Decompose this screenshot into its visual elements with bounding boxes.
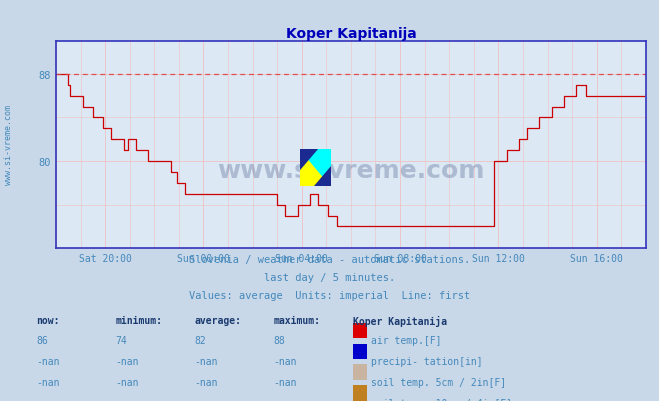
Polygon shape bbox=[314, 166, 331, 186]
Text: www.si-vreme.com: www.si-vreme.com bbox=[217, 158, 484, 182]
Text: 86: 86 bbox=[36, 336, 48, 346]
Text: maximum:: maximum: bbox=[273, 315, 320, 325]
Text: 88: 88 bbox=[273, 336, 285, 346]
Text: -nan: -nan bbox=[115, 356, 139, 367]
Text: precipi- tation[in]: precipi- tation[in] bbox=[371, 356, 482, 367]
Text: 82: 82 bbox=[194, 336, 206, 346]
Text: -nan: -nan bbox=[36, 377, 60, 387]
Title: Koper Kapitanija: Koper Kapitanija bbox=[285, 27, 416, 41]
Text: -nan: -nan bbox=[273, 398, 297, 401]
Text: soil temp. 5cm / 2in[F]: soil temp. 5cm / 2in[F] bbox=[371, 377, 506, 387]
Text: -nan: -nan bbox=[194, 377, 218, 387]
Text: last day / 5 minutes.: last day / 5 minutes. bbox=[264, 273, 395, 283]
Text: -nan: -nan bbox=[194, 356, 218, 367]
Text: minimum:: minimum: bbox=[115, 315, 162, 325]
Polygon shape bbox=[300, 150, 317, 170]
Text: air temp.[F]: air temp.[F] bbox=[371, 336, 442, 346]
Text: -nan: -nan bbox=[273, 356, 297, 367]
Text: average:: average: bbox=[194, 315, 241, 325]
Text: now:: now: bbox=[36, 315, 60, 325]
Text: -nan: -nan bbox=[36, 356, 60, 367]
Text: Values: average  Units: imperial  Line: first: Values: average Units: imperial Line: fi… bbox=[189, 291, 470, 301]
Text: -nan: -nan bbox=[194, 398, 218, 401]
Text: www.si-vreme.com: www.si-vreme.com bbox=[4, 104, 13, 184]
Text: Koper Kapitanija: Koper Kapitanija bbox=[353, 315, 447, 326]
Text: -nan: -nan bbox=[115, 398, 139, 401]
Text: Slovenia / weather data - automatic stations.: Slovenia / weather data - automatic stat… bbox=[189, 255, 470, 265]
Text: -nan: -nan bbox=[273, 377, 297, 387]
Polygon shape bbox=[300, 150, 331, 186]
Text: -nan: -nan bbox=[36, 398, 60, 401]
Text: -nan: -nan bbox=[115, 377, 139, 387]
Text: soil temp. 10cm / 4in[F]: soil temp. 10cm / 4in[F] bbox=[371, 398, 512, 401]
Text: 74: 74 bbox=[115, 336, 127, 346]
Polygon shape bbox=[300, 150, 331, 186]
